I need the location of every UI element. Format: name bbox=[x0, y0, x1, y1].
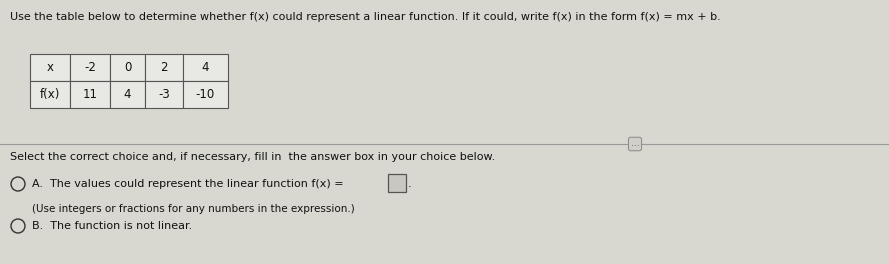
Text: 2: 2 bbox=[160, 61, 168, 74]
Text: -2: -2 bbox=[84, 61, 96, 74]
Text: -10: -10 bbox=[196, 88, 215, 101]
Bar bbox=[388, 174, 406, 192]
Text: B.  The function is not linear.: B. The function is not linear. bbox=[32, 221, 192, 231]
Bar bbox=[145, 81, 183, 108]
Text: -3: -3 bbox=[158, 88, 170, 101]
Text: ...: ... bbox=[630, 139, 639, 148]
Text: (Use integers or fractions for any numbers in the expression.): (Use integers or fractions for any numbe… bbox=[32, 204, 355, 214]
Text: Select the correct choice and, if necessary, fill in  the answer box in your cho: Select the correct choice and, if necess… bbox=[10, 152, 495, 162]
Bar bbox=[110, 54, 145, 81]
Bar bbox=[70, 81, 110, 108]
Bar bbox=[70, 54, 110, 81]
Bar bbox=[30, 54, 70, 81]
Text: 4: 4 bbox=[124, 88, 132, 101]
Text: .: . bbox=[408, 179, 412, 189]
Text: 11: 11 bbox=[83, 88, 98, 101]
Text: x: x bbox=[46, 61, 53, 74]
Text: 4: 4 bbox=[202, 61, 209, 74]
Bar bbox=[110, 81, 145, 108]
Text: A.  The values could represent the linear function f(x) =: A. The values could represent the linear… bbox=[32, 179, 344, 189]
Bar bbox=[145, 54, 183, 81]
Bar bbox=[183, 54, 228, 81]
Text: 0: 0 bbox=[124, 61, 132, 74]
Bar bbox=[183, 81, 228, 108]
Text: f(x): f(x) bbox=[40, 88, 60, 101]
Text: Use the table below to determine whether f(x) could represent a linear function.: Use the table below to determine whether… bbox=[10, 12, 721, 22]
Bar bbox=[30, 81, 70, 108]
